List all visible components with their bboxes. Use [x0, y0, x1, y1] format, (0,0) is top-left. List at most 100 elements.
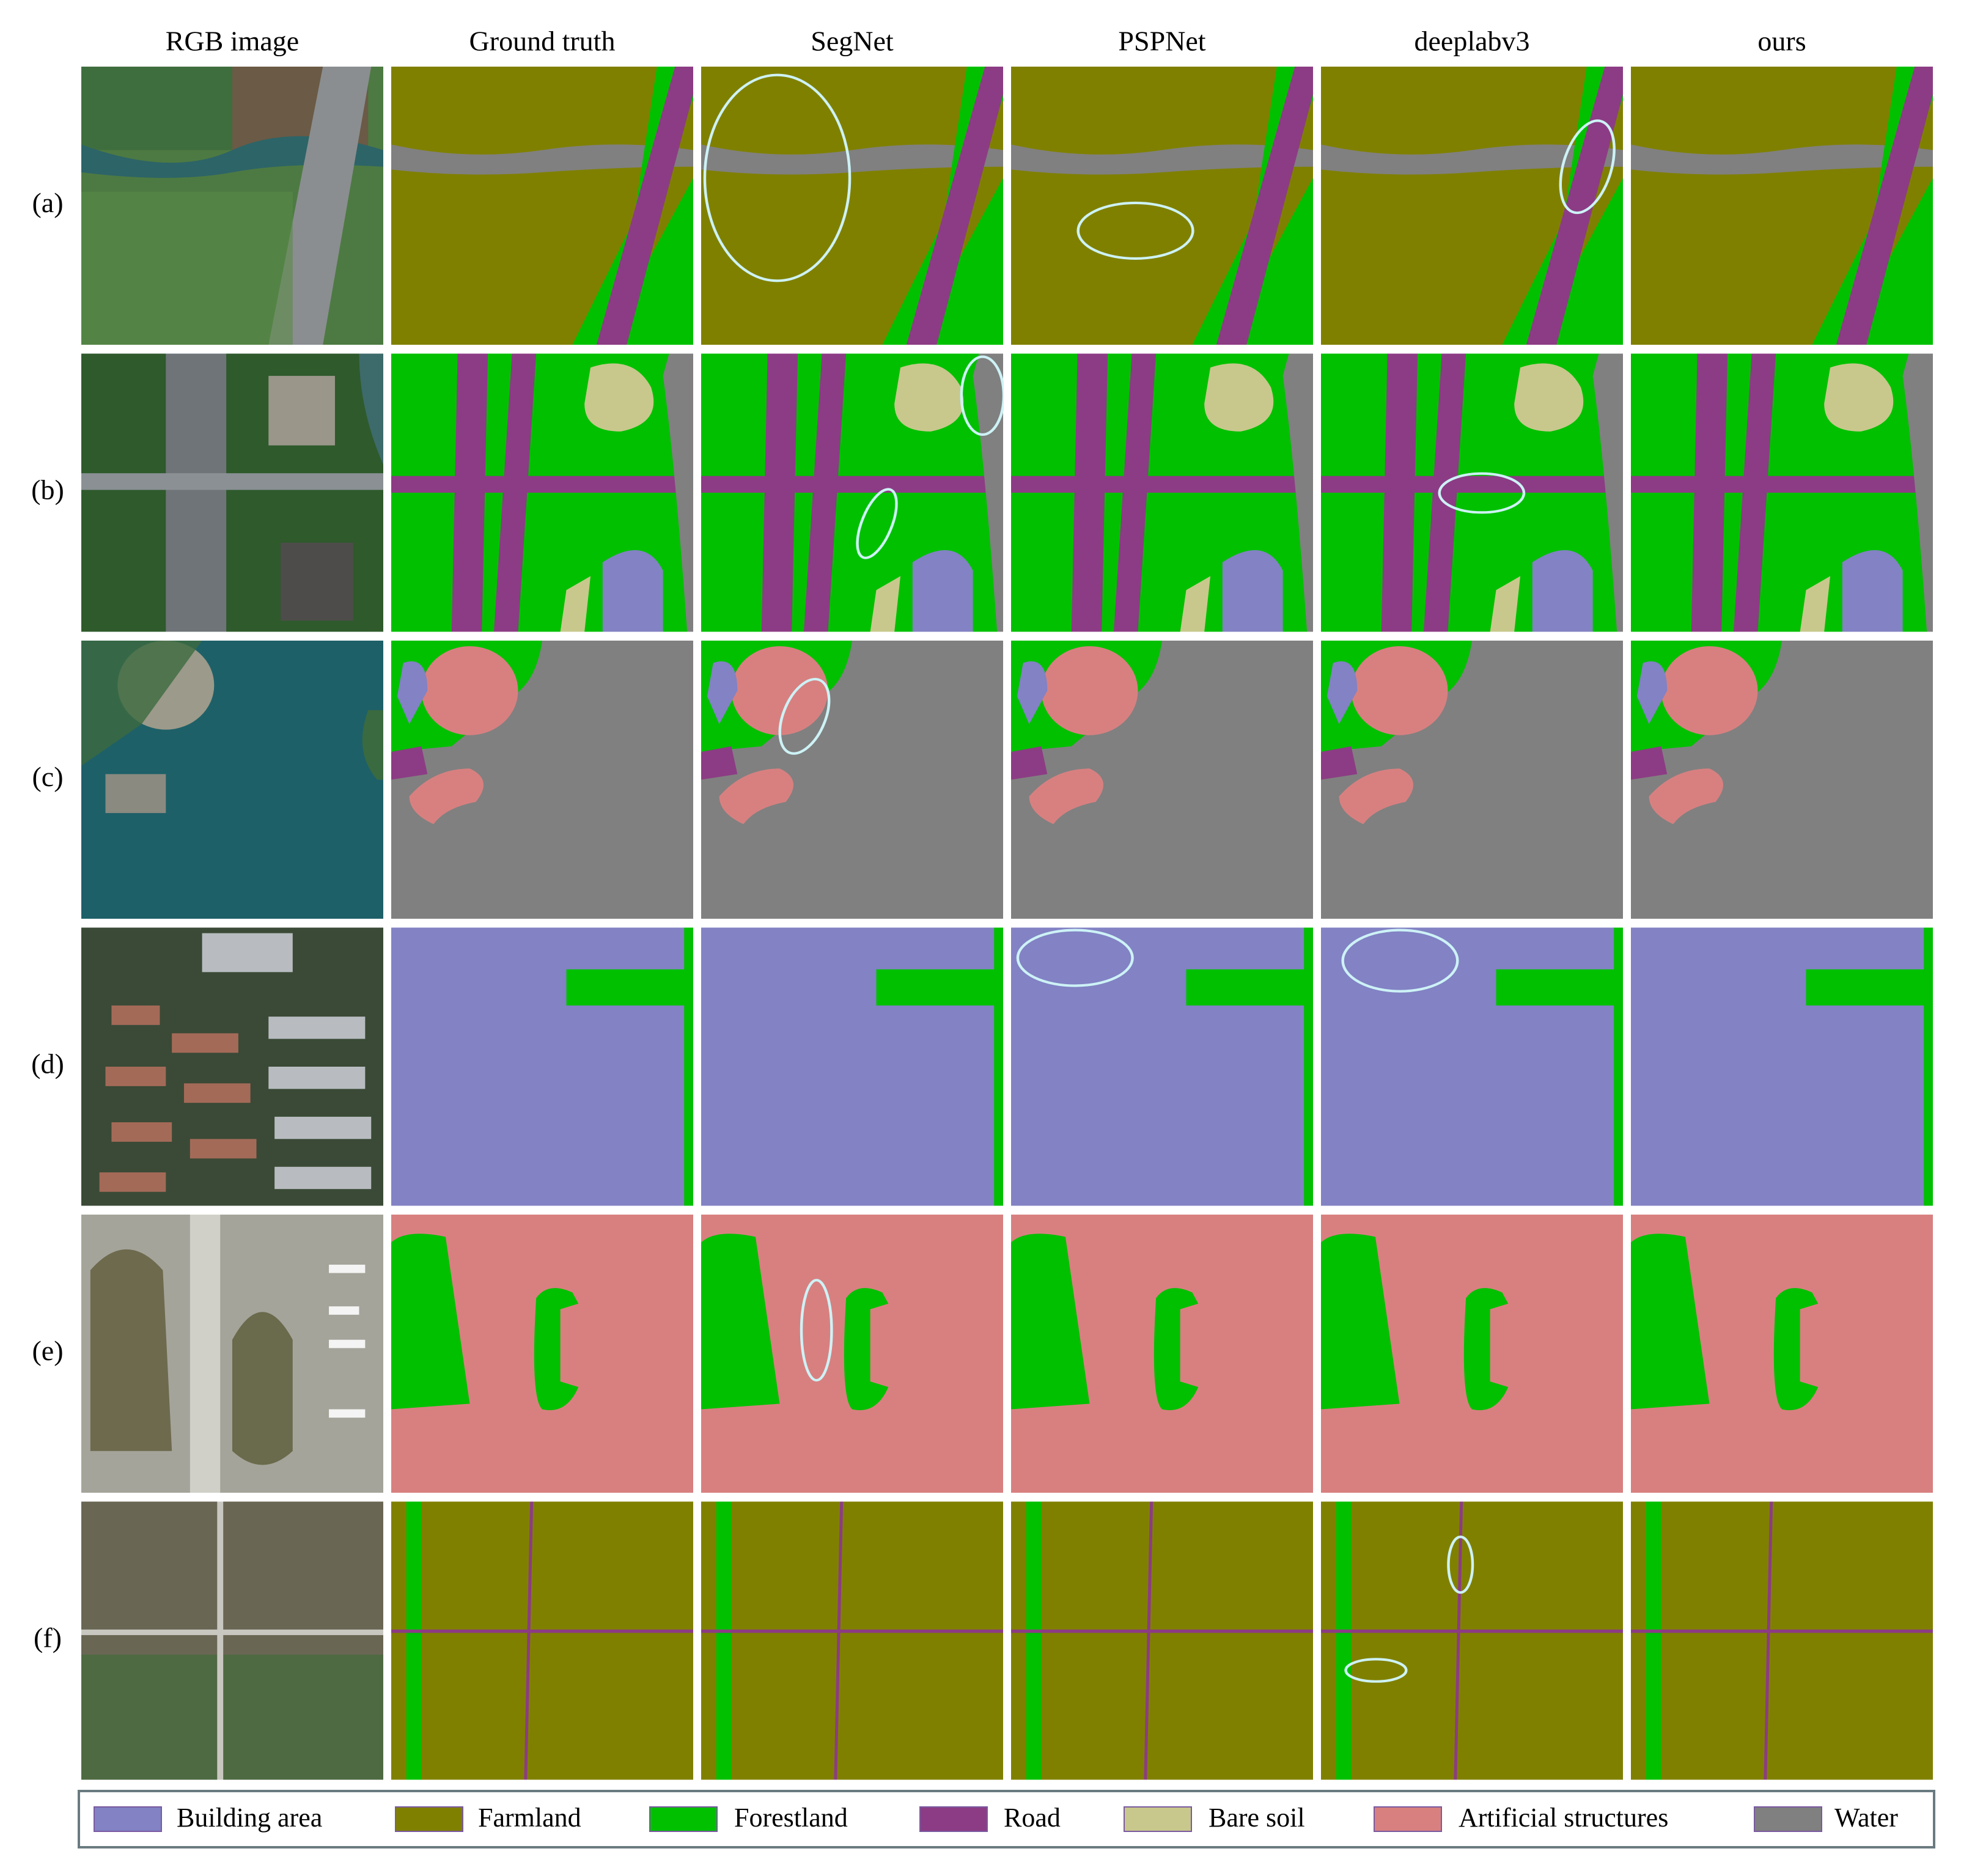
segmentation-map	[701, 927, 1003, 1206]
segmentation-map	[701, 1215, 1003, 1493]
rgb-image	[81, 1215, 383, 1493]
segmentation-map	[1321, 353, 1623, 632]
highlight	[800, 1279, 833, 1382]
segmentation-map	[701, 1501, 1003, 1780]
highlight	[1016, 929, 1134, 987]
image-panel	[391, 641, 693, 919]
segmentation-map	[1321, 927, 1623, 1206]
segmentation-map	[1321, 67, 1623, 345]
segmentation-map	[1631, 1501, 1933, 1780]
highlight	[1076, 201, 1194, 260]
image-panel	[1631, 67, 1933, 345]
segmentation-map	[1011, 641, 1313, 919]
highlight	[703, 73, 852, 282]
legend-swatch	[94, 1806, 162, 1832]
highlight	[856, 355, 1004, 559]
image-panel	[81, 67, 383, 345]
legend-swatch	[395, 1806, 463, 1832]
image-panel	[1631, 353, 1933, 632]
rgb-image	[81, 353, 383, 632]
image-panel	[1011, 1215, 1313, 1493]
segmentation-map	[391, 641, 693, 919]
image-panel	[81, 1501, 383, 1780]
image-panel	[81, 353, 383, 632]
segmentation-map	[1011, 927, 1313, 1206]
highlight	[1559, 119, 1616, 215]
highlight	[778, 677, 831, 755]
image-panel	[1631, 1215, 1933, 1493]
column-header: deeplabv3	[1414, 26, 1529, 57]
image-panel	[391, 67, 693, 345]
annotations	[703, 73, 1616, 1683]
image-panel	[391, 353, 693, 632]
segmentation-map	[1321, 641, 1623, 919]
image-panel	[391, 1215, 693, 1493]
highlight	[1438, 472, 1526, 514]
image-panel	[1011, 927, 1313, 1206]
image-panel	[1011, 641, 1313, 919]
row-label: (d)	[31, 1048, 64, 1080]
column-header: RGB image	[166, 26, 299, 57]
legend-swatch	[1124, 1806, 1192, 1832]
image-panel	[701, 1501, 1003, 1780]
legend-swatch	[1754, 1806, 1822, 1832]
segmentation-map	[701, 641, 1003, 919]
highlight	[1344, 1536, 1474, 1683]
image-panel	[1631, 641, 1933, 919]
image-panel	[81, 1215, 383, 1493]
row-label: (b)	[31, 474, 64, 506]
column-header: ours	[1757, 26, 1806, 57]
segmentation-map	[391, 927, 693, 1206]
segmentation-map	[391, 353, 693, 632]
segmentation-map	[1011, 1215, 1313, 1493]
rgb-image	[81, 67, 383, 345]
segmentation-map	[391, 67, 693, 345]
legend-box	[78, 1790, 1935, 1848]
legend-label: Forestland	[734, 1803, 848, 1833]
segmentation-map	[391, 1215, 693, 1493]
image-panel	[81, 927, 383, 1206]
segmentation-map	[1631, 1215, 1933, 1493]
legend-label: Farmland	[478, 1803, 581, 1833]
legend-label: Artificial structures	[1459, 1803, 1668, 1833]
legend-swatch	[1374, 1806, 1442, 1832]
image-panel	[1631, 1501, 1933, 1780]
segmentation-map	[1631, 67, 1933, 345]
image-panel	[701, 927, 1003, 1206]
image-panel	[1321, 1501, 1623, 1780]
image-panel	[391, 1501, 693, 1780]
panel-grid	[81, 67, 1933, 1780]
image-panel	[1011, 353, 1313, 632]
row-label: (e)	[32, 1335, 63, 1366]
highlight	[1341, 929, 1459, 993]
legend-swatch	[919, 1806, 988, 1832]
column-header: PSPNet	[1118, 26, 1205, 57]
segmentation-map	[1321, 1501, 1623, 1780]
row-label: (c)	[32, 761, 63, 792]
rgb-image	[81, 641, 383, 919]
image-panel	[1321, 1215, 1623, 1493]
rgb-image	[81, 1501, 383, 1780]
image-panel	[701, 67, 1003, 345]
rgb-image	[81, 927, 383, 1206]
segmentation-map	[1321, 1215, 1623, 1493]
legend-label: Building area	[177, 1803, 322, 1833]
legend-label: Water	[1834, 1803, 1898, 1833]
segmentation-map	[701, 67, 1003, 345]
segmentation-map	[701, 353, 1003, 632]
image-panel	[1321, 353, 1623, 632]
segmentation-map	[1631, 927, 1933, 1206]
segmentation-map	[1011, 1501, 1313, 1780]
image-panel	[701, 353, 1003, 632]
segmentation-map	[1011, 353, 1313, 632]
column-header: SegNet	[811, 26, 894, 57]
segmentation-map	[391, 1501, 693, 1780]
legend-swatch	[649, 1806, 718, 1832]
column-header: Ground truth	[469, 26, 616, 57]
image-panel	[701, 1215, 1003, 1493]
image-panel	[391, 927, 693, 1206]
image-panel	[1631, 927, 1933, 1206]
image-panel	[1321, 67, 1623, 345]
image-panel	[1321, 927, 1623, 1206]
